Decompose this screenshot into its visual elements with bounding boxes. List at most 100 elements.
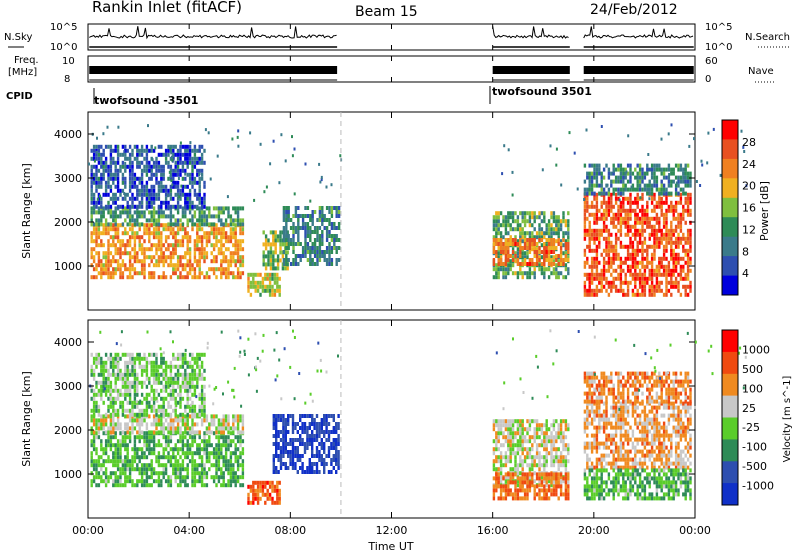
power-cell [313, 262, 317, 266]
velocity-cell [121, 439, 125, 444]
power-cell [102, 263, 105, 268]
power-cell [313, 250, 317, 254]
power-cell [215, 214, 218, 219]
velocity-cell [114, 451, 117, 456]
power-cell [658, 256, 661, 261]
velocity-cell [100, 463, 103, 468]
velocity-cell [282, 422, 285, 426]
power-cell [231, 137, 234, 141]
power-cell [624, 212, 627, 217]
power-cell [325, 218, 329, 222]
velocity-cell [284, 462, 287, 466]
power-cell [90, 222, 93, 227]
power-cell [143, 148, 146, 153]
power-cell [102, 132, 105, 136]
velocity-cell [217, 422, 221, 427]
power-cell [545, 227, 548, 232]
power-cell [148, 176, 151, 181]
power-cell [559, 227, 563, 232]
velocity-cell [97, 430, 101, 435]
power-cell [193, 179, 196, 183]
power-cell [328, 206, 331, 210]
velocity-cell [222, 422, 225, 427]
velocity-cell [174, 356, 177, 361]
nsky-hi-label: 10^5 [50, 22, 77, 33]
power-cell [193, 152, 197, 157]
power-cell [212, 243, 216, 248]
velocity-cell [116, 356, 120, 361]
power-cell [598, 171, 601, 176]
power-cell [567, 271, 570, 276]
power-cell [209, 177, 212, 181]
velocity-cell [241, 422, 245, 427]
velocity-cell [131, 380, 134, 385]
velocity-cell [131, 463, 134, 468]
power-cell [188, 267, 192, 272]
power-cell [610, 256, 613, 261]
power-cell [215, 259, 218, 264]
power-cell [555, 223, 558, 228]
power-cell [526, 238, 529, 242]
power-cell [677, 200, 680, 205]
power-cell [205, 275, 209, 280]
power-cell [672, 260, 675, 265]
velocity-cell [102, 463, 105, 468]
power-cell [268, 288, 272, 293]
power-cell [198, 210, 201, 215]
power-cell [124, 251, 127, 256]
power-cell [595, 252, 599, 257]
power-cell [516, 227, 520, 232]
velocity-cell [186, 467, 189, 472]
power-cell [653, 244, 656, 249]
power-cell [650, 260, 654, 265]
power-cell [184, 251, 187, 256]
power-cell [660, 204, 663, 209]
power-cell [276, 288, 279, 293]
velocity-cell [222, 479, 225, 484]
power-cell [114, 148, 117, 153]
power-cell [281, 254, 285, 259]
velocity-cell [148, 360, 151, 365]
power-cell [674, 191, 678, 196]
velocity-cell [198, 408, 201, 413]
power-cell [672, 212, 675, 217]
power-cell [677, 179, 680, 184]
power-cell [306, 242, 310, 246]
power-cell [294, 214, 298, 218]
power-cell [622, 244, 625, 249]
power-cell [136, 204, 139, 209]
velocity-cell [164, 368, 168, 373]
power-cell [200, 247, 204, 252]
power-cell [193, 210, 197, 215]
velocity-cell [179, 471, 182, 476]
power-cell [172, 243, 175, 248]
power-cell [128, 235, 132, 240]
power-cell [148, 263, 151, 268]
power-cell [304, 222, 307, 226]
power-cell [174, 243, 177, 248]
power-cell [504, 231, 508, 236]
power-cell [311, 218, 314, 222]
power-cell [325, 234, 329, 238]
velocity-cell [107, 380, 110, 385]
power-cell [559, 262, 563, 266]
velocity-cell [109, 426, 113, 431]
power-cell [198, 267, 201, 272]
velocity-cell [97, 412, 101, 417]
velocity-cell [148, 451, 151, 456]
power-cell [140, 214, 144, 219]
power-cell [511, 263, 515, 268]
velocity-cell [90, 430, 93, 435]
power-cell [593, 167, 596, 172]
velocity-cell [315, 430, 319, 434]
power-cell [514, 251, 517, 256]
velocity-cell [241, 439, 245, 444]
velocity-cell [181, 447, 185, 452]
power-cell [660, 228, 663, 233]
power-cell [100, 152, 103, 157]
power-cell [636, 244, 639, 249]
power-cell [301, 222, 305, 226]
power-cell [193, 164, 197, 169]
velocity-cell [184, 414, 187, 419]
velocity-cell [311, 418, 314, 422]
